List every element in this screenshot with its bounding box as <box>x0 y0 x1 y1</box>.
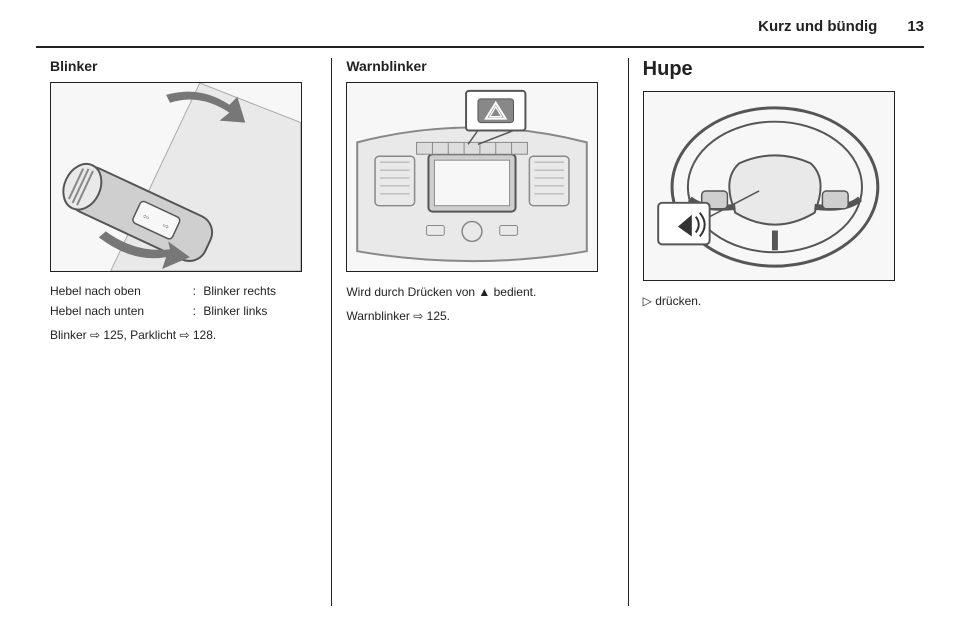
def-sep: : <box>189 284 199 298</box>
def-term: Hebel nach oben <box>50 284 185 298</box>
hazard-dashboard-illustration <box>347 83 597 271</box>
turn-signal-stalk-illustration: ⇦ ⇨ <box>51 83 301 271</box>
col1-footer: Blinker ⇨ 125, Parklicht ⇨ 128. <box>50 327 317 343</box>
page-ref: ⇨ 125 <box>413 309 446 323</box>
col2-line2: Warnblinker ⇨ 125. <box>346 308 613 324</box>
text: drücken. <box>652 294 701 308</box>
figure-turn-signal-stalk: ⇦ ⇨ <box>50 82 302 272</box>
page-ref: ⇨ 128 <box>179 328 212 342</box>
text: Blinker <box>50 328 90 342</box>
section-title: Kurz und bündig <box>758 18 877 35</box>
horn-icon: ▷ <box>643 294 652 308</box>
column-1: Blinker <box>36 58 331 606</box>
column-2: Warnblinker <box>331 58 627 606</box>
text: bedient. <box>490 285 536 299</box>
def-term: Hebel nach unten <box>50 304 185 318</box>
text: , Parklicht <box>123 328 179 342</box>
text: . <box>447 309 450 323</box>
col3-title: Hupe <box>643 58 910 81</box>
col2-title: Warnblinker <box>346 58 613 74</box>
col1-definitions: Hebel nach oben : Blinker rechts Hebel n… <box>50 284 317 319</box>
text: Warnblinker <box>346 309 413 323</box>
text: . <box>213 328 216 342</box>
def-desc: Blinker links <box>203 304 317 318</box>
def-sep: : <box>189 304 199 318</box>
columns: Blinker <box>36 58 924 606</box>
col1-title: Blinker <box>50 58 317 74</box>
page: Kurz und bündig 13 Blinker <box>0 0 960 642</box>
figure-hazard-button <box>346 82 598 272</box>
col2-line1: Wird durch Drücken von ▲ bedient. <box>346 284 613 300</box>
text: Wird durch Drücken von <box>346 285 478 299</box>
figure-horn-steering-wheel <box>643 91 895 281</box>
column-3: Hupe <box>628 58 924 606</box>
page-ref: ⇨ 125 <box>90 328 123 342</box>
page-header: Kurz und bündig 13 <box>758 18 924 35</box>
steering-wheel-illustration <box>644 92 894 280</box>
col3-line: ▷ drücken. <box>643 293 910 309</box>
def-desc: Blinker rechts <box>203 284 317 298</box>
hazard-triangle-icon: ▲ <box>478 285 490 299</box>
header-rule <box>36 46 924 48</box>
page-number: 13 <box>907 18 924 35</box>
